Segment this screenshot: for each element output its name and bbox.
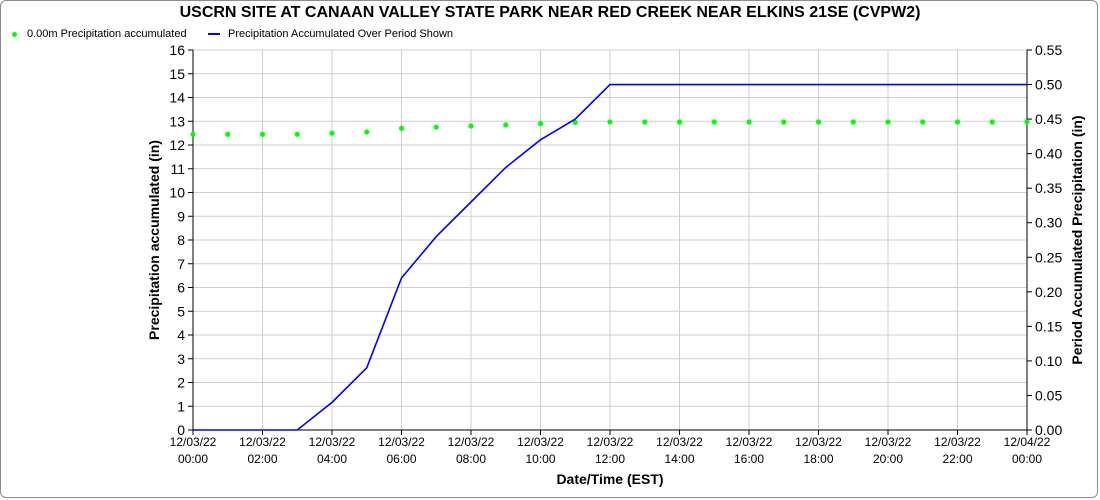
y-tick-label-right: 0.55 <box>1035 42 1062 58</box>
x-tick-label-date: 12/03/22 <box>865 435 912 449</box>
x-tick-label-time: 02:00 <box>247 452 277 466</box>
y-tick-label-right: 0.45 <box>1035 111 1062 127</box>
y-tick-label-right: 0.40 <box>1035 146 1062 162</box>
data-point-accumulated <box>746 119 752 125</box>
y-tick-label-left: 10 <box>169 185 185 201</box>
data-point-accumulated <box>815 119 822 125</box>
x-tick-label-date: 12/03/22 <box>239 435 286 449</box>
y-tick-label-left: 14 <box>169 90 185 106</box>
y-tick-label-left: 3 <box>177 351 185 367</box>
y-tick-label-left: 13 <box>169 113 185 129</box>
data-point-accumulated <box>537 121 544 127</box>
data-point-accumulated <box>989 119 995 125</box>
tick-labels: 0123456789101112131415160.000.050.100.15… <box>169 42 1062 466</box>
axes <box>188 49 1032 435</box>
y-tick-label-left: 15 <box>169 66 185 82</box>
data-marks <box>190 83 1030 431</box>
x-tick-label-date: 12/03/22 <box>378 435 425 449</box>
data-point-accumulated <box>954 119 961 125</box>
y-tick-label-left: 4 <box>177 327 185 343</box>
x-tick-label-time: 12:00 <box>595 452 625 466</box>
x-tick-label-date: 12/03/22 <box>587 435 634 449</box>
x-tick-label-date: 12/03/22 <box>517 435 564 449</box>
data-point-accumulated <box>225 131 231 137</box>
x-tick-label-time: 22:00 <box>942 452 972 466</box>
y-tick-label-left: 5 <box>177 303 185 319</box>
data-point-accumulated <box>607 119 613 125</box>
data-point-accumulated <box>468 123 474 129</box>
data-point-accumulated <box>781 119 787 125</box>
data-point-accumulated <box>259 131 266 137</box>
data-point-accumulated <box>433 124 439 130</box>
y-tick-label-left: 1 <box>177 398 185 414</box>
y-tick-label-right: 0.00 <box>1035 422 1062 438</box>
x-tick-label-date: 12/03/22 <box>726 435 773 449</box>
y-tick-label-right: 0.20 <box>1035 284 1062 300</box>
y-tick-label-right: 0.05 <box>1035 387 1062 403</box>
x-tick-label-time: 00:00 <box>178 452 208 466</box>
y-tick-label-right: 0.15 <box>1035 318 1062 334</box>
y-tick-label-right: 0.25 <box>1035 249 1062 265</box>
data-point-accumulated <box>364 129 370 135</box>
data-point-accumulated <box>1024 119 1030 125</box>
x-tick-label-time: 06:00 <box>386 452 416 466</box>
x-tick-label-time: 10:00 <box>525 452 555 466</box>
legend-dot-marker <box>12 31 17 37</box>
legend-line-marker <box>208 33 220 35</box>
y-tick-label-left: 7 <box>177 256 185 272</box>
grid-lines <box>192 49 1028 431</box>
x-tick-label-date: 12/04/22 <box>1004 435 1051 449</box>
legend-label-dots: 0.00m Precipitation accumulated <box>27 28 187 40</box>
y-axis-label-right: Period Accumulated Precipitation (in) <box>1069 115 1085 364</box>
x-tick-label-time: 14:00 <box>664 452 694 466</box>
y-tick-label-left: 11 <box>170 161 185 177</box>
x-tick-label-date: 12/03/22 <box>795 435 842 449</box>
data-point-accumulated <box>398 125 405 131</box>
legend-item-dots: 0.00m Precipitation accumulated <box>12 28 187 40</box>
data-point-accumulated <box>676 119 683 125</box>
x-tick-label-time: 08:00 <box>456 452 486 466</box>
y-tick-label-left: 8 <box>177 232 185 248</box>
data-point-accumulated <box>850 119 856 125</box>
x-tick-label-time: 20:00 <box>873 452 903 466</box>
x-tick-label-date: 12/03/22 <box>309 435 356 449</box>
y-tick-label-left: 9 <box>177 208 185 224</box>
y-tick-label-left: 2 <box>177 375 185 391</box>
y-tick-label-right: 0.35 <box>1035 180 1062 196</box>
chart-title: USCRN SITE AT CANAAN VALLEY STATE PARK N… <box>179 4 921 21</box>
x-tick-label-date: 12/03/22 <box>656 435 703 449</box>
data-point-accumulated <box>503 122 509 128</box>
y-tick-label-right: 0.30 <box>1035 215 1062 231</box>
data-point-accumulated <box>920 119 926 125</box>
x-tick-label-time: 18:00 <box>803 452 833 466</box>
y-tick-label-right: 0.50 <box>1035 77 1062 93</box>
data-point-accumulated <box>642 119 648 125</box>
legend-label-line: Precipitation Accumulated Over Period Sh… <box>228 28 454 40</box>
x-tick-label-time: 16:00 <box>734 452 764 466</box>
y-tick-label-left: 6 <box>177 280 185 296</box>
y-tick-label-left: 0 <box>177 422 185 438</box>
y-tick-label-left: 12 <box>169 137 185 153</box>
legend-item-line: Precipitation Accumulated Over Period Sh… <box>208 28 453 40</box>
data-point-accumulated <box>711 119 717 125</box>
x-tick-label-date: 12/03/22 <box>934 435 981 449</box>
data-point-accumulated <box>294 131 300 137</box>
data-point-accumulated <box>885 119 891 125</box>
x-axis-label: Date/Time (EST) <box>556 471 663 487</box>
x-tick-label-time: 00:00 <box>1012 452 1042 466</box>
x-tick-label-date: 12/03/22 <box>170 435 217 449</box>
series-line-period-accumulated <box>193 83 1027 431</box>
x-tick-label-time: 04:00 <box>317 452 347 466</box>
data-point-accumulated <box>572 119 578 126</box>
x-tick-label-date: 12/03/22 <box>448 435 495 449</box>
y-tick-label-right: 0.10 <box>1035 353 1062 369</box>
data-point-accumulated <box>190 131 196 137</box>
y-axis-label-left: Precipitation accumulated (in) <box>146 140 162 340</box>
y-tick-label-left: 16 <box>169 42 185 58</box>
data-point-accumulated <box>329 130 335 136</box>
